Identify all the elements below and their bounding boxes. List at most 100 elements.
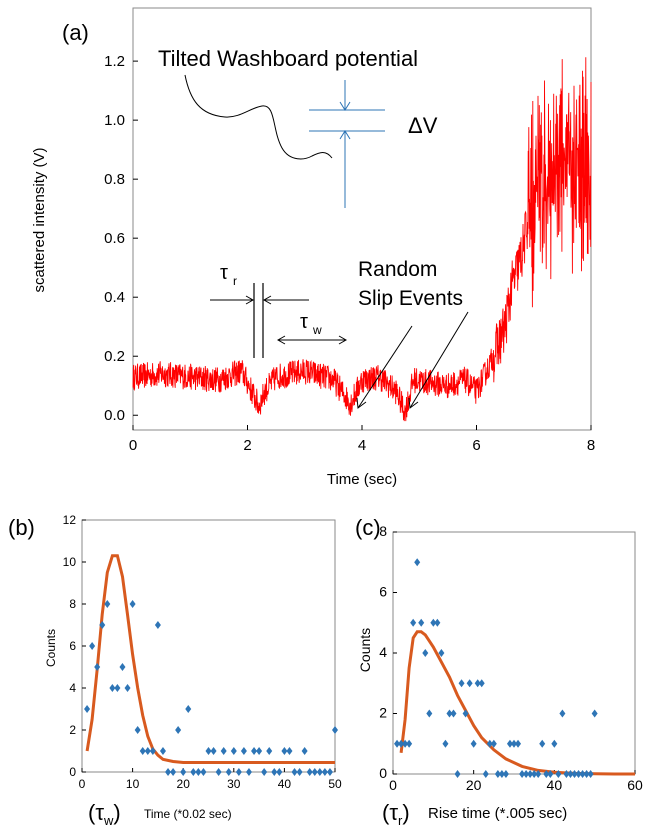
panel-c-data-point: [478, 679, 485, 688]
panel-a-xtick-label: 8: [587, 437, 595, 454]
panel-b-xlabel-prefix: (τw): [88, 800, 121, 828]
panel-b-data-point: [114, 684, 121, 692]
panel-b-data-point: [245, 768, 252, 776]
panel-c-data-point: [422, 649, 429, 657]
panel-b-data-point: [210, 747, 217, 755]
panel-b-data-point: [170, 768, 177, 776]
panel-c-data-point: [490, 739, 497, 748]
panel-c-data-point: [426, 709, 433, 718]
panel-c-ytick-label: 6: [379, 584, 387, 600]
panel-b-data-point: [276, 768, 283, 776]
panel-b-data-point: [200, 768, 207, 776]
panel-c-ytick-label: 8: [379, 523, 387, 539]
panel-c-ytick-label: 0: [379, 765, 387, 781]
panel-b-data-point: [230, 747, 237, 755]
panel-c-data-point: [575, 770, 582, 778]
panel-b-data-point: [109, 684, 116, 692]
panel-b-data-point: [149, 747, 156, 755]
panel-b-data-point: [332, 726, 338, 734]
panel-b-xtick-label: 30: [227, 777, 241, 791]
panel-c-data-point: [418, 618, 425, 627]
panel-b-data-point: [185, 705, 192, 713]
panel-b-data-point: [144, 747, 151, 755]
panel-c-data-point: [474, 679, 481, 688]
panel-c-data-point: [587, 770, 594, 778]
panel-b-data-point: [261, 768, 268, 776]
panel-a-ytick-label: 0.8: [104, 171, 125, 188]
panel-b-data-point: [306, 768, 313, 776]
panel-c-data-point: [470, 739, 477, 748]
panel-b-ytick-label: 6: [69, 639, 76, 653]
panel-c-xtick-label: 60: [627, 777, 643, 793]
panel-c-data-point: [398, 739, 405, 748]
panel-b-data-point: [129, 600, 136, 608]
panel-c-ticks: 0 20 40 60 0 2 4 6 8: [379, 523, 643, 793]
panel-c-data-point: [406, 739, 413, 748]
slip-label-line1: Random: [358, 258, 437, 281]
panel-a-ylabel: scattered intensity (V): [31, 147, 48, 292]
panel-c-ytick-label: 4: [379, 644, 387, 660]
tau-r-symbol: τ: [220, 262, 228, 284]
panel-a-label: (a): [62, 20, 89, 45]
panel-a-xlabel: Time (sec): [327, 471, 397, 488]
panel-b-data-point: [190, 768, 197, 776]
panel-b-data-point: [225, 768, 232, 776]
panel-b-data-point: [205, 747, 212, 755]
panel-b-frame: [81, 519, 336, 773]
panel-b-xlabel: Time (*0.02 sec): [144, 807, 232, 821]
panel-c: (c) 0 20 40 60 0 2 4 6 8 Counts (τr) Rise time (…: [355, 515, 643, 828]
panel-c-data-point: [523, 770, 530, 778]
panel-c-data-point: [430, 618, 437, 627]
panel-b-ytick-label: 12: [63, 513, 77, 527]
panel-c-data-point: [438, 649, 445, 657]
panel-b-data-point: [180, 768, 187, 776]
panel-c-data-point: [466, 679, 473, 688]
panel-b-data-point: [94, 663, 101, 671]
panel-b-data-point: [296, 768, 303, 776]
slip-arrowhead-1: [356, 397, 367, 409]
panel-c-xlabel-sub: r: [398, 813, 403, 828]
panel-b-data-point: [316, 768, 323, 776]
tau-r-left-arrowhead: [245, 295, 255, 305]
panel-b-data-point: [311, 768, 318, 776]
panel-c-data-point: [482, 770, 489, 778]
panel-a-ytick-label: 0.2: [104, 348, 125, 365]
panel-b-data-point: [195, 768, 202, 776]
panel-a-ticks: 0 2 4 6 8 0.0 0.2 0.4 0.6 0.8 1.0 1.2: [104, 53, 595, 454]
tau-r-right-arrowhead: [262, 295, 272, 305]
panel-c-data-point: [506, 739, 513, 748]
panel-b-data-point: [301, 747, 308, 755]
panel-c-data-point: [394, 739, 401, 748]
panel-c-data-point: [519, 770, 526, 778]
panel-c-data-point: [547, 770, 554, 778]
panel-b-ytick-label: 10: [63, 555, 77, 569]
panel-c-data-point: [571, 770, 578, 778]
panel-b-data-point: [281, 747, 288, 755]
panel-b-data-point: [286, 747, 293, 755]
panel-c-xlabel: Rise time (*.005 sec): [428, 805, 567, 822]
panel-b-xlabel-paren: ): [113, 800, 120, 825]
panel-b-data-point: [159, 747, 166, 755]
panel-c-data-point: [458, 679, 465, 688]
panel-b-ytick-label: 2: [69, 723, 76, 737]
inset-title: Tilted Washboard potential: [158, 46, 418, 71]
panel-a: (a) 0 2 4 6 8 0.0 0.2 0.4 0.6 0.8 1.0 1.2 scattered…: [31, 7, 595, 488]
panel-c-data-point: [446, 709, 453, 718]
slip-arrow-1: [357, 325, 413, 409]
panel-c-xtick-label: 20: [466, 777, 482, 793]
panel-b-data-point: [84, 705, 91, 713]
panel-b-data-point: [271, 768, 278, 776]
panel-c-xtick-label: 40: [547, 777, 563, 793]
slip-arrow-2: [409, 311, 469, 409]
panel-c-data-point: [502, 770, 509, 778]
panel-c-data-point: [462, 709, 469, 718]
panel-b-data-point: [99, 621, 106, 629]
panel-b-fit-curve: [85, 554, 335, 764]
panel-c-data-point: [414, 558, 421, 567]
panel-b-data-point: [134, 726, 141, 734]
panel-c-data-point: [579, 770, 586, 778]
slip-label-line2: Slip Events: [358, 287, 463, 310]
panel-c-data-point: [527, 770, 534, 778]
panel-a-ytick-label: 1.0: [104, 112, 125, 129]
